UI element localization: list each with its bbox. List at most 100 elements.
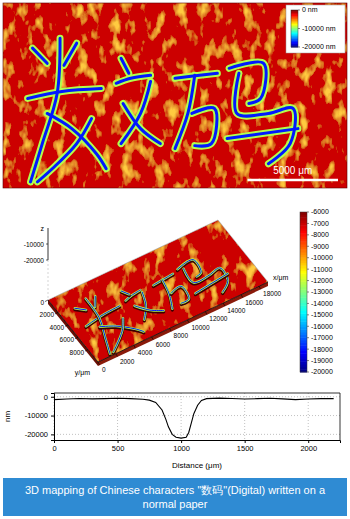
x-tick-label: 10000 <box>191 324 209 331</box>
colorbar-cell <box>291 11 298 12</box>
colorbar-cell <box>291 22 298 23</box>
colorbar-cell <box>291 25 298 26</box>
tick-mark <box>181 440 182 443</box>
tick-mark <box>51 434 54 435</box>
surface-panel: 0200040006000800010000120001400016000180… <box>24 208 333 377</box>
stroke-edge <box>94 296 97 306</box>
colorbar-cell <box>291 25 298 26</box>
colorbar-cell <box>291 32 298 33</box>
caption: 3D mapping of Chinese characters "数码"(Di… <box>25 484 326 510</box>
stroke-edge <box>227 129 298 139</box>
tick: -20000 <box>25 430 54 439</box>
colorbar-cell <box>291 29 298 30</box>
colorbar-cell <box>291 22 298 23</box>
colorbar-cell <box>291 29 298 30</box>
colorbar-cell <box>291 40 298 41</box>
z-tick-label: -20000 <box>24 257 45 264</box>
tick: 500 <box>112 440 125 453</box>
colorbar-cell <box>291 43 298 44</box>
y-axis-line <box>48 300 98 362</box>
colorbar-cell <box>291 37 298 38</box>
profile-line <box>54 398 334 438</box>
stroke-center <box>123 103 160 143</box>
colorbar-tick <box>307 326 309 327</box>
colorbar-frame <box>300 212 307 372</box>
stroke-edge <box>31 38 61 182</box>
colorbar-label: -12000 <box>311 277 333 284</box>
colorbar-label: -6000 <box>311 208 329 215</box>
colorbar-tick <box>298 28 300 29</box>
colorbar-label: -19000 <box>311 357 333 364</box>
colorbar-tick <box>307 223 309 224</box>
x-tick <box>170 328 172 331</box>
y-tick <box>55 312 58 314</box>
colorbar-cell <box>300 212 307 215</box>
x-tick <box>259 286 261 289</box>
y-tick-label: 2000 <box>40 311 55 318</box>
colorbar-cell <box>291 36 298 37</box>
colorbar-frame <box>291 10 298 47</box>
grid-line <box>308 393 309 440</box>
stroke-edge <box>195 274 227 294</box>
colorbar-cell <box>291 45 298 46</box>
stroke-edge <box>116 75 150 83</box>
heatmap-panel: 0 nm-10000 nm-20000 nm5000 μm <box>3 3 347 188</box>
colorbar-tick <box>307 280 309 281</box>
colorbar-cell <box>291 35 298 36</box>
colorbar: -6000-7000-8000-9000-10000-11000-12000-1… <box>300 208 333 375</box>
stroke-center <box>75 308 86 310</box>
stroke-center <box>134 306 163 311</box>
axis-line <box>55 441 341 444</box>
colorbar-label: -20000 nm <box>302 43 336 50</box>
tick-label: 2000 <box>300 444 317 453</box>
stroke-edge <box>113 318 123 352</box>
x-axis-title: x/μm <box>273 274 288 282</box>
stroke-center <box>95 296 96 306</box>
colorbar-tick <box>307 212 309 213</box>
stroke-edge <box>142 292 146 320</box>
z-tick-label: -10000 <box>24 241 45 248</box>
colorbar-label: -9000 <box>311 243 329 250</box>
caption-line: 3D mapping of Chinese characters "数码"(Di… <box>25 484 326 496</box>
tick: 1500 <box>237 440 254 453</box>
stroke-center <box>113 318 123 352</box>
stroke-center <box>195 274 227 294</box>
stroke-center <box>64 43 77 65</box>
colorbar-cell <box>291 19 298 20</box>
x-tick-label: 12000 <box>209 315 227 322</box>
y-tick <box>85 350 88 352</box>
x-tick-label: 8000 <box>174 332 189 339</box>
colorbar-tick <box>298 10 300 11</box>
x-tick <box>152 337 154 340</box>
colorbar-cell <box>291 12 298 13</box>
tick: 0 <box>44 393 54 402</box>
colorbar-label: -20000 <box>311 368 333 375</box>
x-tick-label: 2000 <box>120 358 135 365</box>
x-axis-title: Distance (μm) <box>172 461 222 470</box>
colorbar-label: 0 nm <box>302 6 318 13</box>
colorbar-tick <box>307 257 309 258</box>
x-tick <box>187 320 189 323</box>
stroke-edge <box>37 119 91 182</box>
colorbar-cell <box>291 16 298 17</box>
stroke-center <box>31 38 61 182</box>
stroke-center <box>177 260 201 277</box>
stroke-center <box>227 129 298 139</box>
x-tick <box>205 311 207 314</box>
colorbar-cell <box>291 46 298 47</box>
colorbar-cell <box>291 23 298 24</box>
y-tick <box>45 300 48 302</box>
tick-mark <box>245 440 246 443</box>
tick-label: 1500 <box>237 444 254 453</box>
colorbar-cell <box>291 24 298 25</box>
colorbar-cell <box>291 31 298 32</box>
scale-bar <box>247 179 338 182</box>
stroke-center <box>33 48 48 63</box>
x-tick <box>134 345 136 348</box>
tick-label: -10000 <box>25 411 48 420</box>
x-axis: 0500100015002000 <box>52 440 340 453</box>
surface <box>48 220 268 362</box>
plot-frame <box>340 393 341 440</box>
y-axis-title: y/μm <box>75 369 90 377</box>
colorbar-cell <box>291 42 298 43</box>
